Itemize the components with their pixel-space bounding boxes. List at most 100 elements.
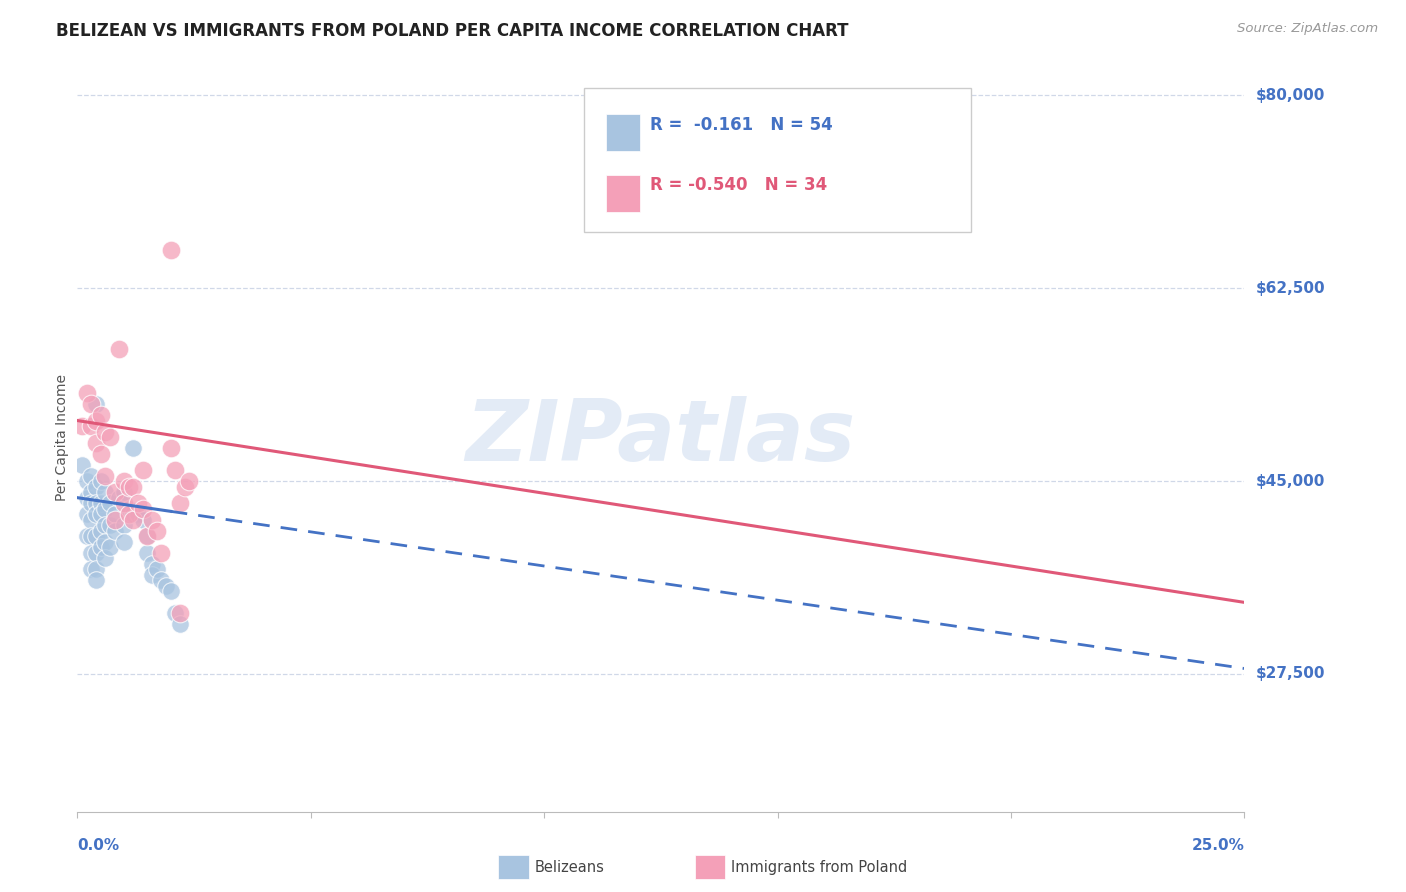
Text: $62,500: $62,500	[1256, 281, 1326, 296]
Point	[84, 480, 107, 494]
Point	[155, 579, 177, 593]
Point	[165, 607, 187, 621]
Point	[76, 491, 98, 505]
Point	[104, 513, 127, 527]
Text: 0.0%: 0.0%	[77, 838, 120, 854]
Point	[84, 397, 107, 411]
Point	[145, 562, 167, 576]
Point	[80, 513, 103, 527]
Point	[122, 507, 145, 521]
Point	[131, 513, 153, 527]
Point	[90, 496, 112, 510]
Point	[94, 425, 117, 439]
Point	[94, 501, 117, 516]
Point	[145, 524, 167, 538]
Point	[131, 501, 153, 516]
Point	[173, 480, 195, 494]
Point	[98, 541, 121, 555]
Text: 25.0%: 25.0%	[1191, 838, 1244, 854]
Point	[90, 408, 112, 422]
Point	[90, 447, 112, 461]
Point	[80, 419, 103, 434]
Point	[94, 468, 117, 483]
Point	[80, 529, 103, 543]
Point	[127, 507, 149, 521]
Point	[90, 541, 112, 555]
Point	[104, 485, 127, 500]
Point	[118, 507, 141, 521]
Point	[141, 567, 163, 582]
Text: R =  -0.161   N = 54: R = -0.161 N = 54	[650, 116, 832, 134]
Point	[122, 441, 145, 455]
Point	[136, 529, 159, 543]
Point	[80, 546, 103, 560]
Point	[84, 546, 107, 560]
Point	[90, 474, 112, 488]
Point	[112, 474, 135, 488]
Point	[122, 480, 145, 494]
Point	[169, 617, 191, 632]
Point	[84, 529, 107, 543]
Point	[80, 485, 103, 500]
Point	[80, 397, 103, 411]
Point	[76, 474, 98, 488]
Text: Source: ZipAtlas.com: Source: ZipAtlas.com	[1237, 22, 1378, 36]
Point	[90, 524, 112, 538]
Point	[159, 441, 181, 455]
Point	[84, 507, 107, 521]
Point	[112, 496, 135, 510]
Point	[84, 562, 107, 576]
Point	[136, 546, 159, 560]
Text: R = -0.540   N = 34: R = -0.540 N = 34	[650, 177, 827, 194]
Point	[84, 496, 107, 510]
Text: $80,000: $80,000	[1256, 88, 1324, 103]
Point	[70, 419, 93, 434]
Point	[80, 496, 103, 510]
Point	[112, 534, 135, 549]
Point	[169, 496, 191, 510]
Point	[122, 513, 145, 527]
Point	[70, 458, 93, 472]
Point	[165, 463, 187, 477]
Point	[112, 518, 135, 533]
Text: Immigrants from Poland: Immigrants from Poland	[731, 860, 907, 874]
Point	[159, 243, 181, 257]
Point	[94, 551, 117, 566]
Point	[84, 435, 107, 450]
Point	[76, 507, 98, 521]
Point	[80, 562, 103, 576]
Point	[104, 524, 127, 538]
Point	[141, 513, 163, 527]
Point	[104, 507, 127, 521]
Point	[90, 507, 112, 521]
Point	[94, 518, 117, 533]
Point	[94, 485, 117, 500]
Point	[80, 468, 103, 483]
Point	[94, 534, 117, 549]
Text: Belizeans: Belizeans	[534, 860, 605, 874]
Y-axis label: Per Capita Income: Per Capita Income	[55, 374, 69, 500]
Point	[169, 607, 191, 621]
Point	[179, 474, 201, 488]
Point	[76, 529, 98, 543]
Point	[159, 584, 181, 599]
Point	[131, 463, 153, 477]
Point	[141, 557, 163, 571]
Point	[108, 491, 131, 505]
Point	[98, 496, 121, 510]
Point	[98, 518, 121, 533]
Point	[118, 480, 141, 494]
Text: BELIZEAN VS IMMIGRANTS FROM POLAND PER CAPITA INCOME CORRELATION CHART: BELIZEAN VS IMMIGRANTS FROM POLAND PER C…	[56, 22, 849, 40]
Point	[98, 430, 121, 444]
Text: $45,000: $45,000	[1256, 474, 1324, 489]
Text: $27,500: $27,500	[1256, 666, 1324, 681]
Point	[150, 546, 173, 560]
Point	[136, 529, 159, 543]
Point	[127, 496, 149, 510]
Point	[118, 501, 141, 516]
Text: ZIPatlas: ZIPatlas	[465, 395, 856, 479]
Point	[108, 342, 131, 356]
Point	[76, 386, 98, 401]
Point	[112, 485, 135, 500]
Point	[84, 413, 107, 427]
